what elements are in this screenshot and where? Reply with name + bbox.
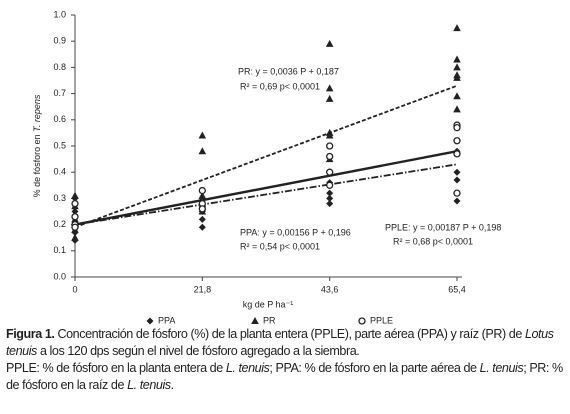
- point: [453, 92, 461, 100]
- legend-label: PR: [263, 315, 276, 325]
- point: [453, 150, 461, 158]
- point: [326, 181, 334, 189]
- y-tick-label: 0.0: [53, 271, 66, 281]
- y-tick-label: 0.6: [53, 114, 66, 124]
- y-tick-label: 0.5: [53, 140, 66, 150]
- x-tick-label: 21,8: [194, 284, 212, 294]
- caption-text: .: [170, 378, 175, 392]
- annotation: PPLE: y = 0,00187 P + 0,198: [385, 222, 501, 232]
- point: [326, 152, 334, 161]
- point: [325, 84, 334, 92]
- legend-label: PPLE: [370, 315, 393, 325]
- legend-marker: [358, 317, 366, 325]
- caption-para: PPLE: % de fósforo en la planta entera d…: [6, 360, 566, 394]
- y-tick-label: 1.0: [53, 9, 66, 19]
- point: [198, 186, 206, 195]
- point: [453, 63, 461, 71]
- annotation: R² = 0,69 p< 0,0001: [240, 81, 320, 91]
- caption-label: Figura 1.: [6, 327, 55, 341]
- point: [453, 73, 461, 81]
- y-tick-label: 0.9: [53, 36, 66, 46]
- point: [453, 24, 461, 32]
- legend-marker: [146, 317, 154, 325]
- caption-text: ; PPA: % de fósforo en la parte aérea de: [269, 361, 480, 375]
- point: [453, 189, 461, 197]
- y-tick-label: 0.4: [53, 167, 66, 177]
- annotation: R² = 0,68 p< 0,0001: [393, 236, 473, 246]
- trend-line: [74, 84, 458, 229]
- point: [71, 208, 79, 215]
- point: [453, 168, 461, 176]
- y-tick-label: 0.1: [53, 245, 66, 255]
- point: [71, 199, 79, 208]
- point: [326, 194, 334, 202]
- caption-text: Concentración de fósforo (%) de la plant…: [54, 327, 525, 341]
- trend-line: [74, 163, 458, 226]
- point: [325, 131, 334, 139]
- point: [71, 191, 79, 199]
- caption-text: a los 120 dps según el nivel de fósforo …: [36, 344, 360, 358]
- caption-text: ; PR: % de fósforo en la raíz de: [6, 361, 563, 392]
- x-tick-label: 0: [72, 284, 77, 294]
- point: [325, 39, 334, 47]
- trend-line: [74, 150, 458, 226]
- x-tick-label: 65,4: [448, 284, 466, 294]
- y-tick-label: 0.8: [53, 62, 66, 72]
- y-label-text: % de fósforo en: [32, 132, 42, 198]
- point: [198, 147, 207, 155]
- point: [453, 55, 461, 63]
- point: [326, 189, 334, 197]
- annotation: PR: y = 0,0036 P + 0,187: [238, 66, 339, 76]
- point: [326, 168, 334, 176]
- legend-marker: [251, 317, 259, 324]
- point: [198, 131, 207, 139]
- legend-label: PPA: [158, 315, 175, 325]
- annotation: R² = 0,54 p< 0,0001: [240, 241, 320, 251]
- point: [326, 200, 334, 208]
- caption-para: Figura 1. Concentración de fósforo (%) d…: [6, 326, 566, 360]
- caption-italic: L. tenuis: [127, 378, 171, 392]
- caption-text: PPLE: % de fósforo en la planta entera d…: [6, 361, 226, 375]
- x-tick-label: 43,6: [321, 284, 339, 294]
- point: [71, 233, 79, 241]
- point: [453, 176, 461, 184]
- point: [198, 215, 206, 223]
- caption: Figura 1. Concentración de fósforo (%) d…: [6, 326, 566, 394]
- point: [453, 105, 461, 113]
- point: [198, 205, 206, 213]
- y-tick-label: 0.2: [53, 219, 66, 229]
- point: [198, 191, 207, 199]
- point: [71, 223, 79, 231]
- caption-italic: Lotus tenuis: [6, 327, 554, 358]
- point: [453, 124, 461, 132]
- point: [325, 94, 334, 102]
- caption-italic: L. tenuis: [479, 361, 524, 375]
- point: [326, 142, 334, 150]
- point: [198, 223, 206, 231]
- point: [453, 197, 461, 205]
- point: [71, 213, 79, 221]
- annotation: PPA: y = 0,00156 P + 0,196: [240, 227, 351, 237]
- caption-italic: L. tenuis: [225, 361, 270, 375]
- y-tick-label: 0.3: [53, 193, 66, 203]
- x-axis-label: kg de P ha⁻¹: [243, 299, 294, 309]
- y-axis-label: % de fósforo en T. repens: [32, 94, 42, 197]
- y-tick-label: 0.7: [53, 88, 66, 98]
- chart: % de fósforo en T. repens kg de P ha⁻¹ 0…: [32, 9, 501, 325]
- point: [453, 137, 461, 145]
- y-label-italic: T. repens: [32, 94, 42, 132]
